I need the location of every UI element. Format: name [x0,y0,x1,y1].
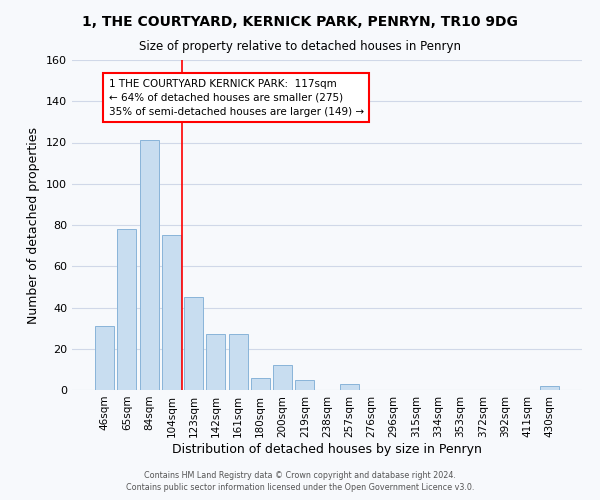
Bar [184,297,203,390]
Text: Contains HM Land Registry data © Crown copyright and database right 2024.
Contai: Contains HM Land Registry data © Crown c… [126,471,474,492]
Bar [540,386,559,390]
Bar [251,378,270,390]
Text: Size of property relative to detached houses in Penryn: Size of property relative to detached ho… [139,40,461,53]
Text: 1 THE COURTYARD KERNICK PARK:  117sqm
← 64% of detached houses are smaller (275): 1 THE COURTYARD KERNICK PARK: 117sqm ← 6… [109,78,364,116]
Bar [229,334,248,390]
Bar [95,326,114,390]
Bar [273,365,292,390]
Bar [140,140,158,390]
Bar [206,334,225,390]
Bar [118,229,136,390]
Y-axis label: Number of detached properties: Number of detached properties [28,126,40,324]
Text: 1, THE COURTYARD, KERNICK PARK, PENRYN, TR10 9DG: 1, THE COURTYARD, KERNICK PARK, PENRYN, … [82,15,518,29]
Bar [295,380,314,390]
Bar [340,384,359,390]
Bar [162,236,181,390]
X-axis label: Distribution of detached houses by size in Penryn: Distribution of detached houses by size … [172,442,482,456]
